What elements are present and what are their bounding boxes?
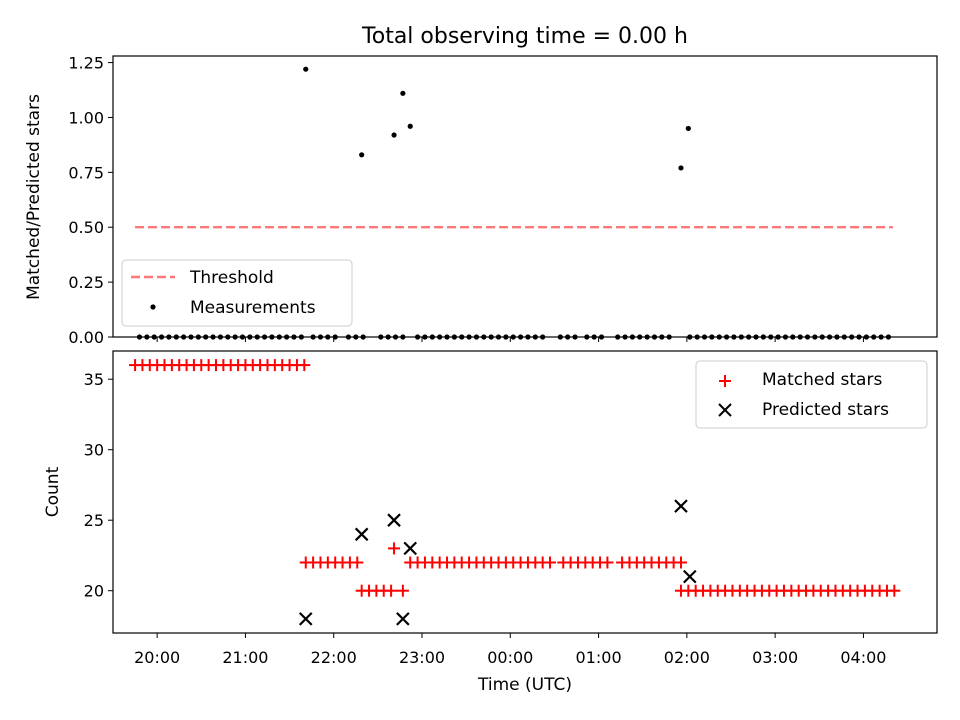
top-y-tick-label: 1.25 <box>68 54 104 73</box>
legend-measurements-swatch <box>150 304 156 310</box>
top-y-tick-label: 0.00 <box>68 328 104 347</box>
measurement-point <box>407 123 413 129</box>
x-tick-label: 03:00 <box>752 648 798 667</box>
predicted-stars-layer <box>298 499 697 626</box>
measurement-point <box>685 125 691 132</box>
predicted-star-marker <box>683 569 697 584</box>
top-legend-box <box>121 259 353 327</box>
matched-star-marker <box>351 556 364 569</box>
top-legend: Threshold Measurements <box>121 259 353 327</box>
legend-threshold-label: Threshold <box>189 268 274 288</box>
legend-matched-label: Matched stars <box>762 370 882 390</box>
legend-matched-swatch <box>719 375 731 387</box>
legend-measurements-label: Measurements <box>190 298 316 318</box>
matched-star-marker <box>544 556 557 569</box>
measurement-point <box>678 165 684 171</box>
x-tick-label: 01:00 <box>576 648 622 667</box>
predicted-star-marker <box>387 513 401 527</box>
top-y-axis-label: Matched/Predicted stars <box>24 94 44 300</box>
matched-star-marker <box>385 584 398 597</box>
legend-predicted-label: Predicted stars <box>762 400 889 420</box>
x-tick-label: 04:00 <box>840 648 886 667</box>
top-y-tick-label: 0.50 <box>68 218 104 237</box>
x-tick-label: 02:00 <box>664 648 710 667</box>
bottom-panel: 20 25 30 35 20:00 21:00 22:00 23:00 00:00 01:00 0… <box>43 350 938 695</box>
top-axes-frame <box>112 55 938 338</box>
predicted-star-marker <box>396 612 410 626</box>
x-tick-label: 00:00 <box>487 648 533 667</box>
predicted-star-marker <box>298 612 313 626</box>
predicted-star-marker <box>354 527 369 542</box>
top-y-ticks: 0.00 0.25 0.50 0.75 1.00 1.25 <box>68 54 113 347</box>
matched-star-marker <box>674 556 687 569</box>
measurement-point <box>391 132 397 138</box>
measurement-point <box>359 152 365 158</box>
measurement-point <box>400 90 406 96</box>
bottom-y-ticks: 20 25 30 35 <box>84 370 113 601</box>
bottom-y-tick-label: 20 <box>84 582 104 601</box>
bottom-y-tick-label: 35 <box>84 370 104 389</box>
legend-predicted-swatch <box>718 403 732 417</box>
matched-star-marker <box>888 584 901 597</box>
matched-star-marker <box>298 359 311 372</box>
matched-star-marker <box>601 556 614 569</box>
bottom-y-tick-label: 25 <box>84 511 104 530</box>
top-panel: 0.00 0.25 0.50 0.75 1.00 1.25 Matched/Predict… <box>24 54 938 347</box>
bottom-y-axis-label: Count <box>43 466 63 517</box>
top-y-tick-label: 1.00 <box>68 108 104 127</box>
x-tick-label: 22:00 <box>311 648 357 667</box>
matched-star-marker <box>388 542 401 555</box>
chart-title: Total observing time = 0.00 h <box>361 24 688 49</box>
top-y-tick-label: 0.75 <box>68 163 104 182</box>
bottom-y-tick-label: 30 <box>84 441 104 460</box>
matched-stars-layer <box>129 359 901 597</box>
x-axis-label: Time (UTC) <box>477 675 572 695</box>
top-y-tick-label: 0.25 <box>68 273 104 292</box>
matched-star-marker <box>396 584 409 597</box>
predicted-star-marker <box>403 541 418 556</box>
bottom-legend-box <box>695 360 928 429</box>
x-tick-label: 20:00 <box>134 648 180 667</box>
x-tick-label: 21:00 <box>222 648 268 667</box>
bottom-axes-frame <box>112 350 938 634</box>
measurement-point <box>303 66 309 72</box>
bottom-legend: Matched stars Predicted stars <box>695 360 928 429</box>
bottom-x-ticks: 20:00 21:00 22:00 23:00 00:00 01:00 02:00 03:00… <box>134 633 886 667</box>
top-x-ticks <box>156 337 864 342</box>
predicted-star-marker <box>674 499 688 513</box>
x-tick-label: 23:00 <box>399 648 445 667</box>
